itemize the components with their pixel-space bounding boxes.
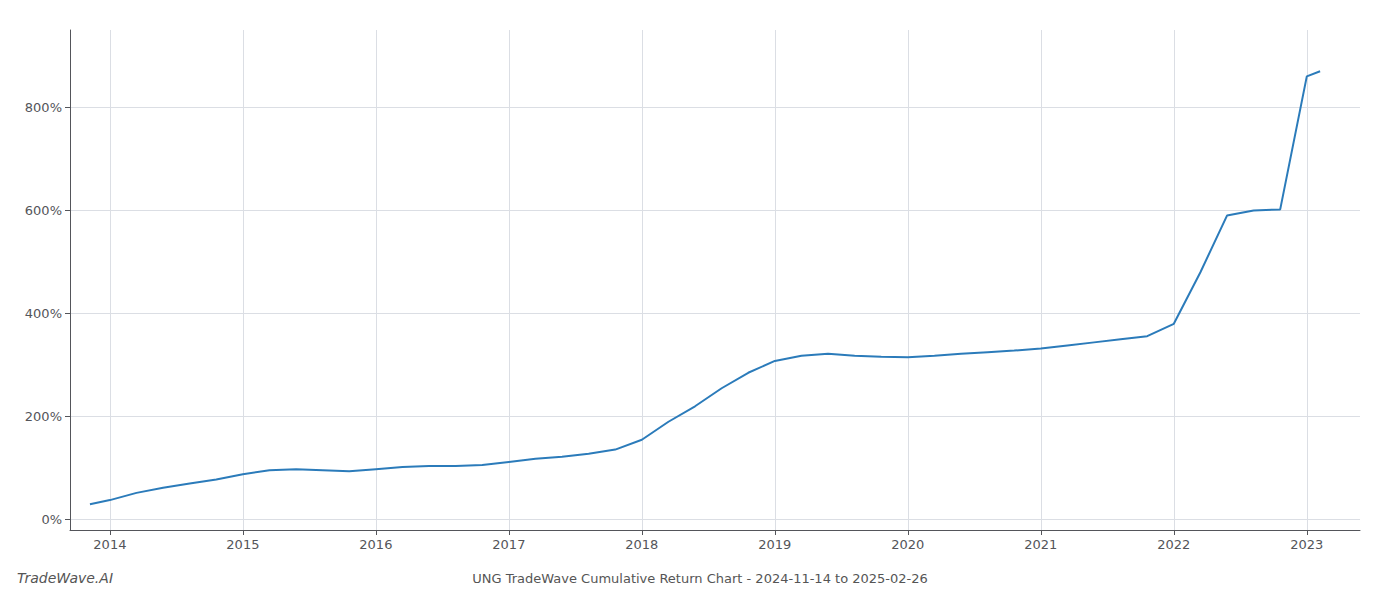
svg-text:2021: 2021 [1024, 537, 1057, 552]
svg-text:0%: 0% [41, 512, 62, 527]
svg-text:2018: 2018 [625, 537, 658, 552]
svg-text:2014: 2014 [93, 537, 126, 552]
svg-text:2023: 2023 [1290, 537, 1323, 552]
svg-text:2015: 2015 [226, 537, 259, 552]
svg-text:200%: 200% [25, 409, 62, 424]
svg-text:800%: 800% [25, 100, 62, 115]
svg-text:2020: 2020 [891, 537, 924, 552]
svg-text:2019: 2019 [758, 537, 791, 552]
svg-text:600%: 600% [25, 203, 62, 218]
svg-text:2016: 2016 [359, 537, 392, 552]
svg-text:400%: 400% [25, 306, 62, 321]
svg-text:UNG TradeWave Cumulative Retur: UNG TradeWave Cumulative Return Chart - … [472, 571, 928, 586]
svg-text:2017: 2017 [492, 537, 525, 552]
svg-text:2022: 2022 [1157, 537, 1190, 552]
svg-text:TradeWave.AI: TradeWave.AI [17, 570, 113, 586]
